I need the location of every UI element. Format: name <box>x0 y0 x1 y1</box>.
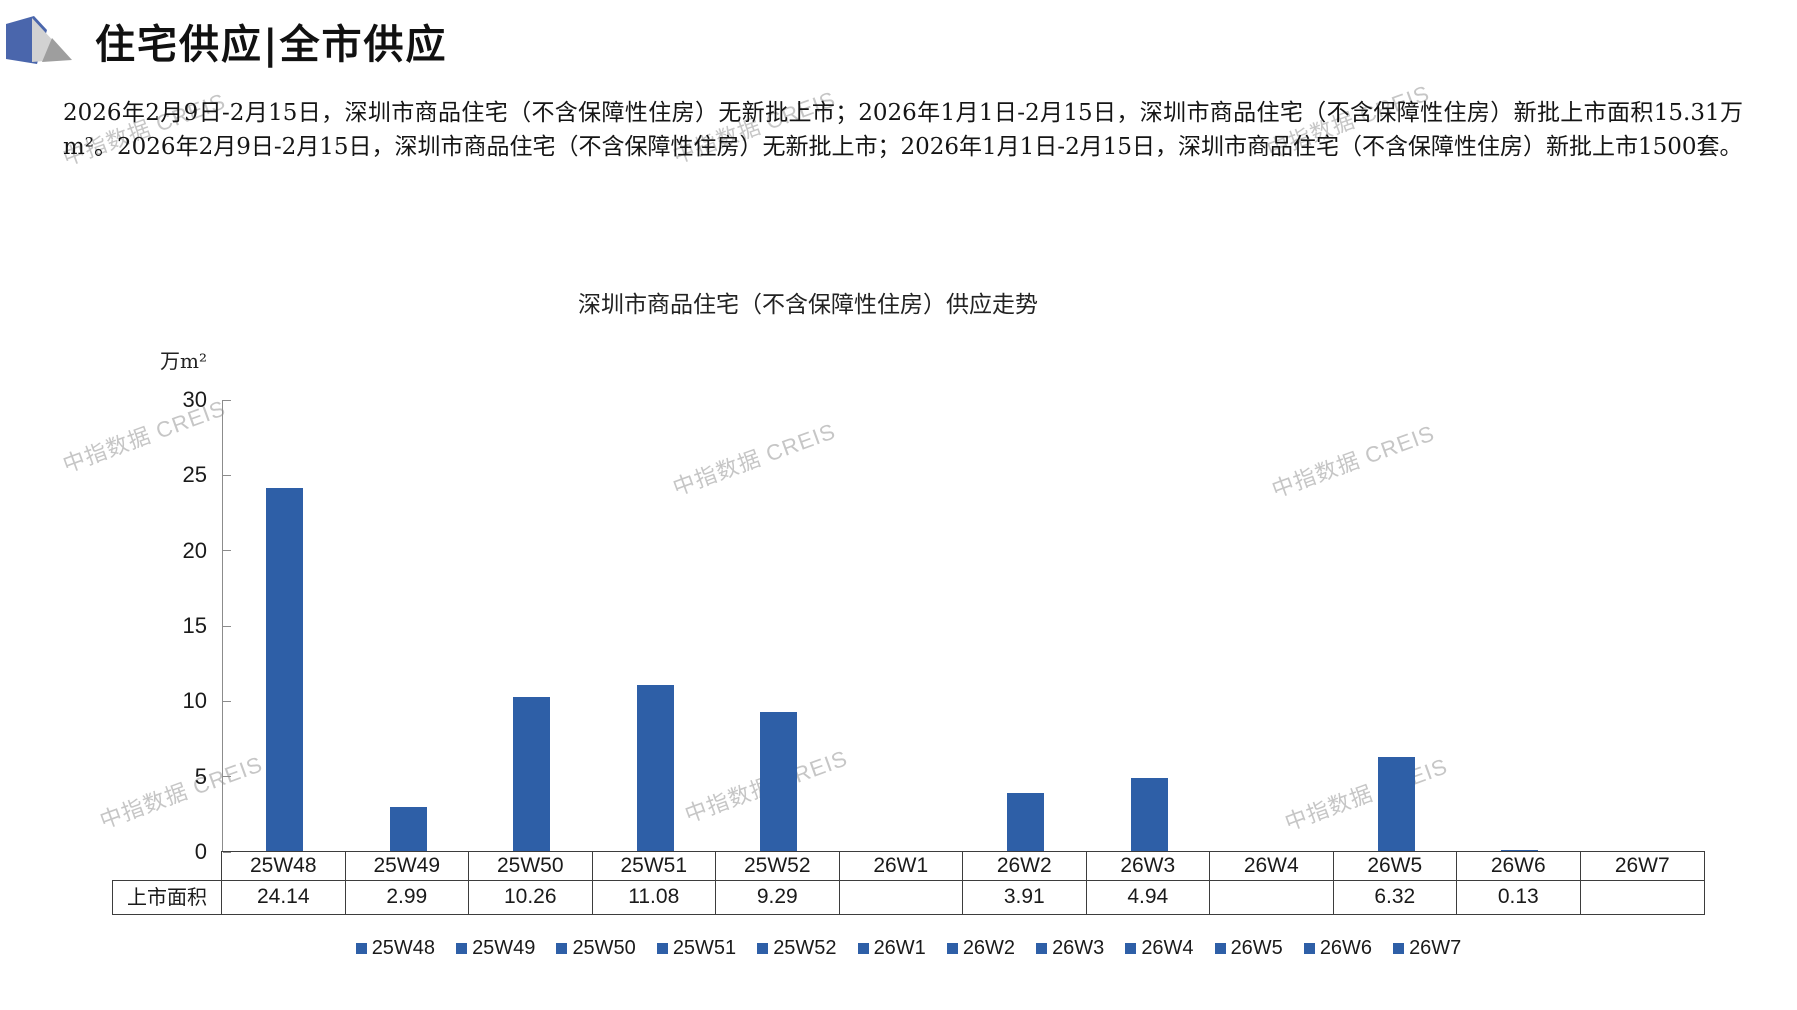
plot-area <box>222 399 1705 853</box>
legend-label: 26W4 <box>1141 936 1194 959</box>
legend-swatch-icon <box>1303 942 1315 954</box>
y-axis-tick <box>223 399 231 401</box>
bar-26W5 <box>1377 756 1415 852</box>
bar-25W52 <box>760 712 798 852</box>
legend-item-25W51: 25W51 <box>656 936 737 960</box>
summary-text: 2026年2月9日-2月15日，深圳市商品住宅（不含保障性住房）无新批上市；20… <box>63 100 1743 160</box>
legend-item-25W49: 25W49 <box>456 937 535 960</box>
table-value-cell: 4.94 <box>1087 881 1210 914</box>
legend-swatch-icon <box>355 942 367 954</box>
table-value-cell: 11.08 <box>593 881 716 914</box>
bar-26W2 <box>1007 793 1045 852</box>
legend-swatch-icon <box>857 942 869 954</box>
legend-swatch-icon <box>1393 942 1405 954</box>
legend-label: 25W48 <box>371 936 436 959</box>
legend-swatch-icon <box>1125 942 1137 954</box>
chart-title: 深圳市商品住宅（不含保障性住房）供应走势 <box>578 292 1038 318</box>
legend-label: 25W50 <box>572 936 636 959</box>
table-header-cell: 26W3 <box>1087 852 1210 881</box>
table-week-header-row: 25W48 25W49 25W50 25W51 25W52 26W1 26W2 … <box>221 851 1705 881</box>
table-header-cell: 26W2 <box>963 852 1087 881</box>
legend-item-26W1: 26W1 <box>857 936 926 960</box>
legend-item-26W7: 26W7 <box>1393 937 1461 960</box>
y-axis-tick <box>223 625 231 627</box>
legend-label: 25W51 <box>672 936 737 959</box>
y-axis-label: 30 <box>182 387 207 412</box>
legend-item-26W4: 26W4 <box>1125 936 1194 960</box>
y-axis-label: 10 <box>182 688 207 714</box>
bar-25W51 <box>636 685 674 852</box>
y-axis-unit-label: 万m² <box>160 349 207 373</box>
legend-label: 26W1 <box>873 936 926 959</box>
table-header-cell: 26W5 <box>1334 852 1457 881</box>
chart-legend: 25W48 25W49 25W50 25W51 25W52 26W1 26W2 26W3 26W… <box>113 933 1704 963</box>
table-value-cell: 6.32 <box>1334 881 1457 914</box>
legend-item-25W50: 25W50 <box>556 936 636 960</box>
legend-label: 25W52 <box>773 936 837 959</box>
legend-item-26W3: 26W3 <box>1036 937 1104 960</box>
legend-label: 26W7 <box>1409 936 1462 959</box>
y-axis-label: 0 <box>194 839 207 864</box>
legend-item-25W52: 25W52 <box>757 936 837 960</box>
table-header-cell: 25W48 <box>222 852 346 881</box>
y-axis-label: 20 <box>182 537 207 563</box>
legend-label: 26W6 <box>1319 936 1373 959</box>
legend-swatch-icon <box>556 942 568 954</box>
logo-icon <box>6 16 72 64</box>
table-header-cell: 25W51 <box>593 852 716 881</box>
table-value-cell: 24.14 <box>222 881 346 914</box>
legend-label: 26W3 <box>1052 936 1105 959</box>
bar-25W48 <box>266 488 304 852</box>
table-value-row: 上市面积 24.14 2.99 10.26 11.08 9.29 3.91 4.… <box>112 880 1705 915</box>
legend-swatch-icon <box>1036 942 1048 954</box>
table-row-label: 上市面积 <box>113 881 222 914</box>
table-value-cell: 9.29 <box>716 881 840 914</box>
legend-swatch-icon <box>946 942 958 954</box>
y-axis-tick <box>223 776 231 778</box>
table-header-cell: 25W49 <box>346 852 469 881</box>
legend-label: 26W2 <box>962 936 1016 959</box>
bar-25W49 <box>389 806 427 852</box>
table-header-cell: 25W50 <box>469 852 593 881</box>
y-axis-tick <box>223 474 231 476</box>
bar-25W50 <box>513 697 551 852</box>
y-axis-label: 25 <box>182 462 207 488</box>
y-axis-tick <box>223 700 231 702</box>
table-value-cell: 10.26 <box>469 881 593 914</box>
table-value-cell <box>1581 881 1705 914</box>
table-header-cell: 26W6 <box>1457 852 1581 881</box>
legend-swatch-icon <box>456 942 468 954</box>
legend-item-26W5: 26W5 <box>1214 936 1283 960</box>
y-axis-tick <box>223 550 231 552</box>
page-title: 住宅供应|全市供应 <box>95 21 448 68</box>
y-axis-label: 15 <box>182 613 207 638</box>
legend-item-26W6: 26W6 <box>1303 936 1373 960</box>
table-header-cell: 25W52 <box>716 852 840 881</box>
table-value-cell: 0.13 <box>1457 881 1581 914</box>
legend-swatch-icon <box>757 942 769 954</box>
legend-item-26W2: 26W2 <box>946 936 1016 960</box>
bar-26W3 <box>1130 777 1168 852</box>
legend-item-25W48: 25W48 <box>355 936 436 960</box>
table-value-cell: 3.91 <box>963 881 1087 914</box>
y-axis-label: 5 <box>194 763 207 789</box>
table-header-cell: 26W4 <box>1210 852 1334 881</box>
table-header-cell: 26W7 <box>1614 854 1670 877</box>
legend-label: 25W49 <box>472 936 536 959</box>
legend-swatch-icon <box>656 942 668 954</box>
y-axis-tick <box>223 851 231 853</box>
table-value-cell: 2.99 <box>346 881 469 914</box>
table-header-cell: 26W1 <box>840 852 963 881</box>
legend-swatch-icon <box>1214 942 1226 954</box>
table-value-cell <box>840 881 963 914</box>
table-value-cell <box>1210 881 1334 914</box>
legend-label: 26W5 <box>1230 936 1283 959</box>
